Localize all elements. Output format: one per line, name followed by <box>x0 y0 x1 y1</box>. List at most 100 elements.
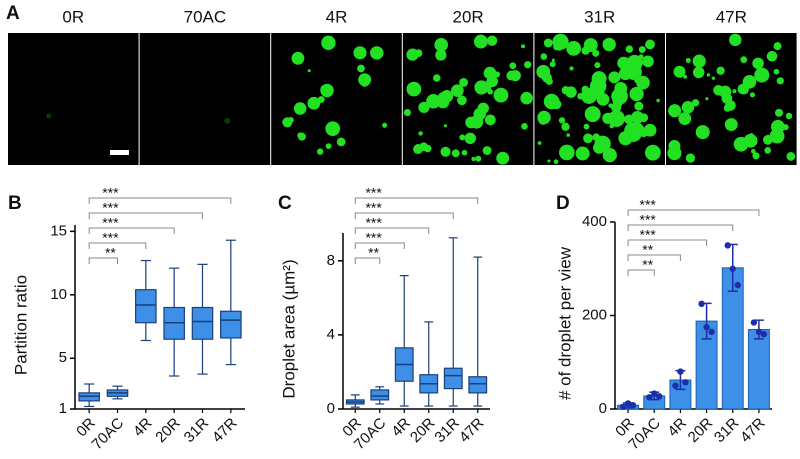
droplet <box>608 110 625 127</box>
droplet <box>713 85 724 96</box>
droplet <box>691 99 700 107</box>
droplet <box>589 77 607 95</box>
data-point <box>646 394 653 401</box>
droplet <box>459 134 466 141</box>
droplet <box>754 67 770 83</box>
y-tick-label: 8 <box>327 252 335 269</box>
droplet <box>656 98 660 103</box>
droplet <box>561 122 570 131</box>
droplet <box>774 108 783 117</box>
droplet <box>776 77 784 85</box>
droplet <box>473 34 488 49</box>
droplet <box>581 46 590 55</box>
droplet <box>461 149 468 156</box>
data-point <box>724 242 731 249</box>
droplet <box>749 92 756 98</box>
significance-bracket <box>88 197 232 204</box>
droplet <box>583 133 593 144</box>
significance-label: *** <box>640 227 657 243</box>
image-label: 47R <box>716 7 747 26</box>
droplet <box>426 94 441 109</box>
data-point <box>698 300 705 308</box>
droplet <box>624 122 641 140</box>
droplet <box>551 99 562 110</box>
droplet <box>667 146 682 161</box>
micrograph <box>139 33 271 165</box>
droplet <box>403 109 411 117</box>
droplet <box>566 133 571 137</box>
droplet <box>680 117 688 125</box>
droplet <box>752 57 764 70</box>
droplet <box>786 152 796 161</box>
data-point <box>729 265 736 272</box>
bar <box>747 329 770 410</box>
significance-label: *** <box>640 212 657 228</box>
box <box>220 310 242 339</box>
x-tick-label: 70AC <box>89 415 128 454</box>
data-point <box>651 390 658 397</box>
significance-label: ** <box>642 242 653 258</box>
panel-letter: B <box>8 193 22 214</box>
droplet <box>752 152 760 160</box>
droplet <box>493 71 501 78</box>
droplet <box>681 101 695 114</box>
droplet <box>569 66 574 71</box>
droplet <box>673 65 686 78</box>
droplet <box>566 40 582 56</box>
droplet <box>474 80 489 95</box>
droplet <box>457 95 467 106</box>
droplet <box>559 144 575 161</box>
data-point <box>760 331 768 338</box>
droplet <box>297 132 306 141</box>
droplet <box>484 114 496 126</box>
droplet <box>738 84 749 95</box>
droplet <box>624 114 634 125</box>
y-axis-label: Droplet area (µm²) <box>279 259 298 398</box>
droplet <box>764 147 772 154</box>
droplet <box>732 89 737 94</box>
droplet <box>321 35 336 51</box>
droplet <box>443 124 448 128</box>
significance-label: *** <box>102 185 119 201</box>
droplet <box>418 131 423 136</box>
droplet <box>602 112 614 125</box>
significance-label: *** <box>365 185 382 201</box>
droplet <box>743 133 758 148</box>
data-point <box>672 382 679 389</box>
significance-label: *** <box>640 197 657 213</box>
droplet <box>617 56 631 70</box>
droplet <box>325 143 332 150</box>
droplet <box>612 98 623 109</box>
droplet <box>625 45 634 53</box>
droplet <box>645 39 655 50</box>
droplet <box>406 81 422 97</box>
droplet <box>631 110 644 124</box>
droplet <box>643 123 657 137</box>
significance-label: *** <box>365 200 382 216</box>
droplet <box>46 113 52 119</box>
droplet <box>456 87 464 95</box>
droplet <box>706 73 711 77</box>
micrograph <box>8 33 139 165</box>
significance-bracket <box>627 269 655 276</box>
x-tick-label: 20R <box>152 415 184 447</box>
droplet <box>575 146 590 161</box>
significance-bracket <box>354 197 479 204</box>
droplet <box>465 116 478 129</box>
droplet <box>644 144 661 161</box>
y-tick-label: 15 <box>50 222 67 239</box>
droplet <box>307 96 321 110</box>
y-axis-label: Partition ratio <box>11 275 30 375</box>
significance-bracket <box>627 209 760 216</box>
droplet <box>692 66 705 79</box>
droplet <box>475 155 482 162</box>
y-axis-label: # of droplet per view <box>555 246 574 400</box>
droplet <box>638 46 646 54</box>
droplet <box>773 42 782 51</box>
droplet <box>692 54 706 68</box>
y-tick-label: 400 <box>582 213 607 230</box>
droplet <box>486 75 498 88</box>
droplet <box>382 122 388 128</box>
droplet <box>594 62 601 69</box>
